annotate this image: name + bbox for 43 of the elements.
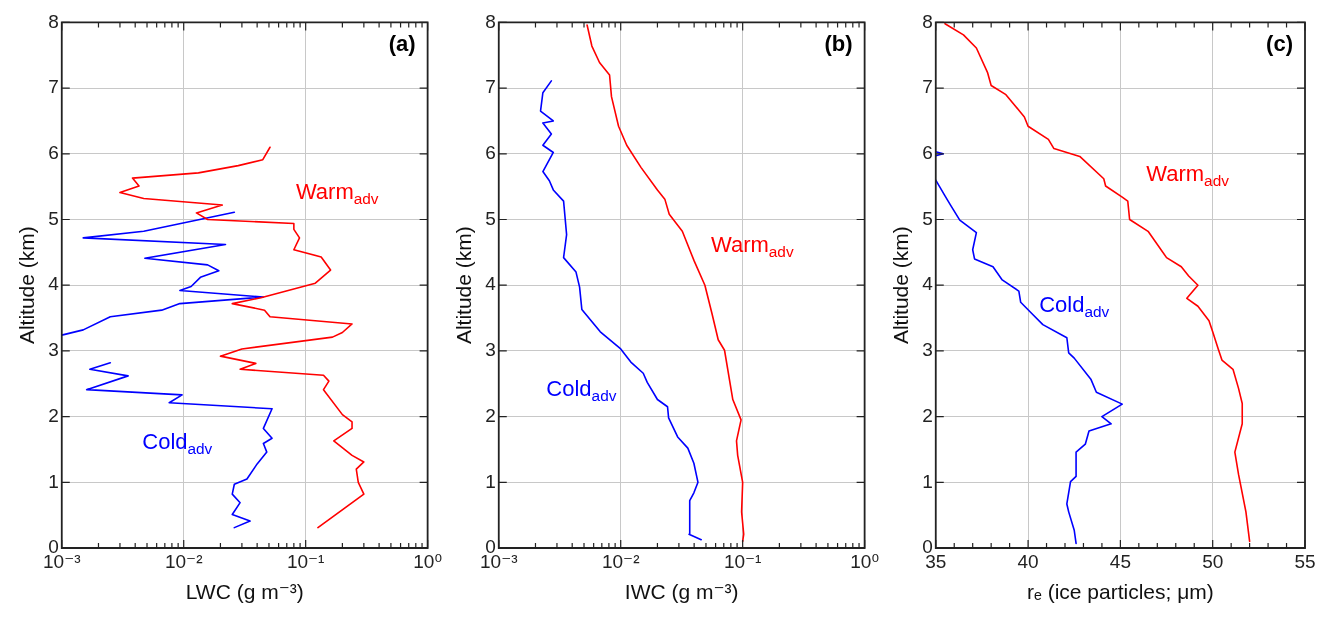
y-tick-label: 1 [48, 470, 59, 492]
annotation: (c) [1266, 31, 1293, 57]
y-axis-title: Altitude (km) [452, 226, 476, 345]
x-tick-label: 55 [1294, 550, 1316, 572]
x-tick-label: 10⁻¹ [286, 550, 325, 572]
y-tick-label: 4 [485, 273, 497, 295]
y-tick-label: 8 [485, 10, 496, 32]
annotation: (a) [388, 31, 416, 57]
x-tick-label: 50 [1202, 550, 1224, 572]
y-tick-label: 7 [485, 76, 496, 98]
y-tick-label: 4 [922, 273, 934, 295]
x-axis-title: LWC (g m⁻³) [185, 580, 304, 604]
x-tick-label: 45 [1109, 550, 1131, 572]
y-tick-label: 4 [48, 273, 60, 295]
y-tick-label: 7 [48, 76, 59, 98]
annotation: (b) [824, 31, 853, 57]
y-tick-label: 3 [48, 339, 59, 361]
x-tick-label: 10⁻¹ [723, 550, 762, 572]
y-tick-label: 5 [922, 207, 933, 229]
y-tick-label: 2 [922, 404, 933, 426]
y-tick-label: 1 [922, 470, 933, 492]
y-axis-title: Altitude (km) [15, 226, 39, 345]
y-tick-label: 5 [485, 207, 496, 229]
y-axis-title: Altitude (km) [889, 226, 913, 345]
y-tick-label: 6 [922, 142, 933, 164]
x-tick-label: 10⁻² [164, 550, 203, 572]
y-tick-label: 2 [485, 404, 496, 426]
y-tick-label: 3 [485, 339, 496, 361]
y-tick-label: 8 [922, 10, 933, 32]
y-tick-label: 5 [48, 207, 59, 229]
x-tick-label: 10⁻² [601, 550, 640, 572]
x-axis-title: IWC (g m⁻³) [624, 580, 739, 604]
y-tick-label: 2 [48, 404, 59, 426]
y-tick-label: 8 [48, 10, 59, 32]
y-tick-label: 1 [485, 470, 496, 492]
y-tick-label: 6 [48, 142, 59, 164]
x-tick-label: 40 [1017, 550, 1039, 572]
x-axis-title: rₑ (ice particles; μm) [1027, 580, 1214, 604]
y-tick-label: 6 [485, 142, 496, 164]
x-tick-label: 10⁰ [850, 550, 880, 572]
y-tick-label: 7 [922, 76, 933, 98]
x-tick-label: 10⁰ [413, 550, 443, 572]
y-tick-label: 3 [922, 339, 933, 361]
